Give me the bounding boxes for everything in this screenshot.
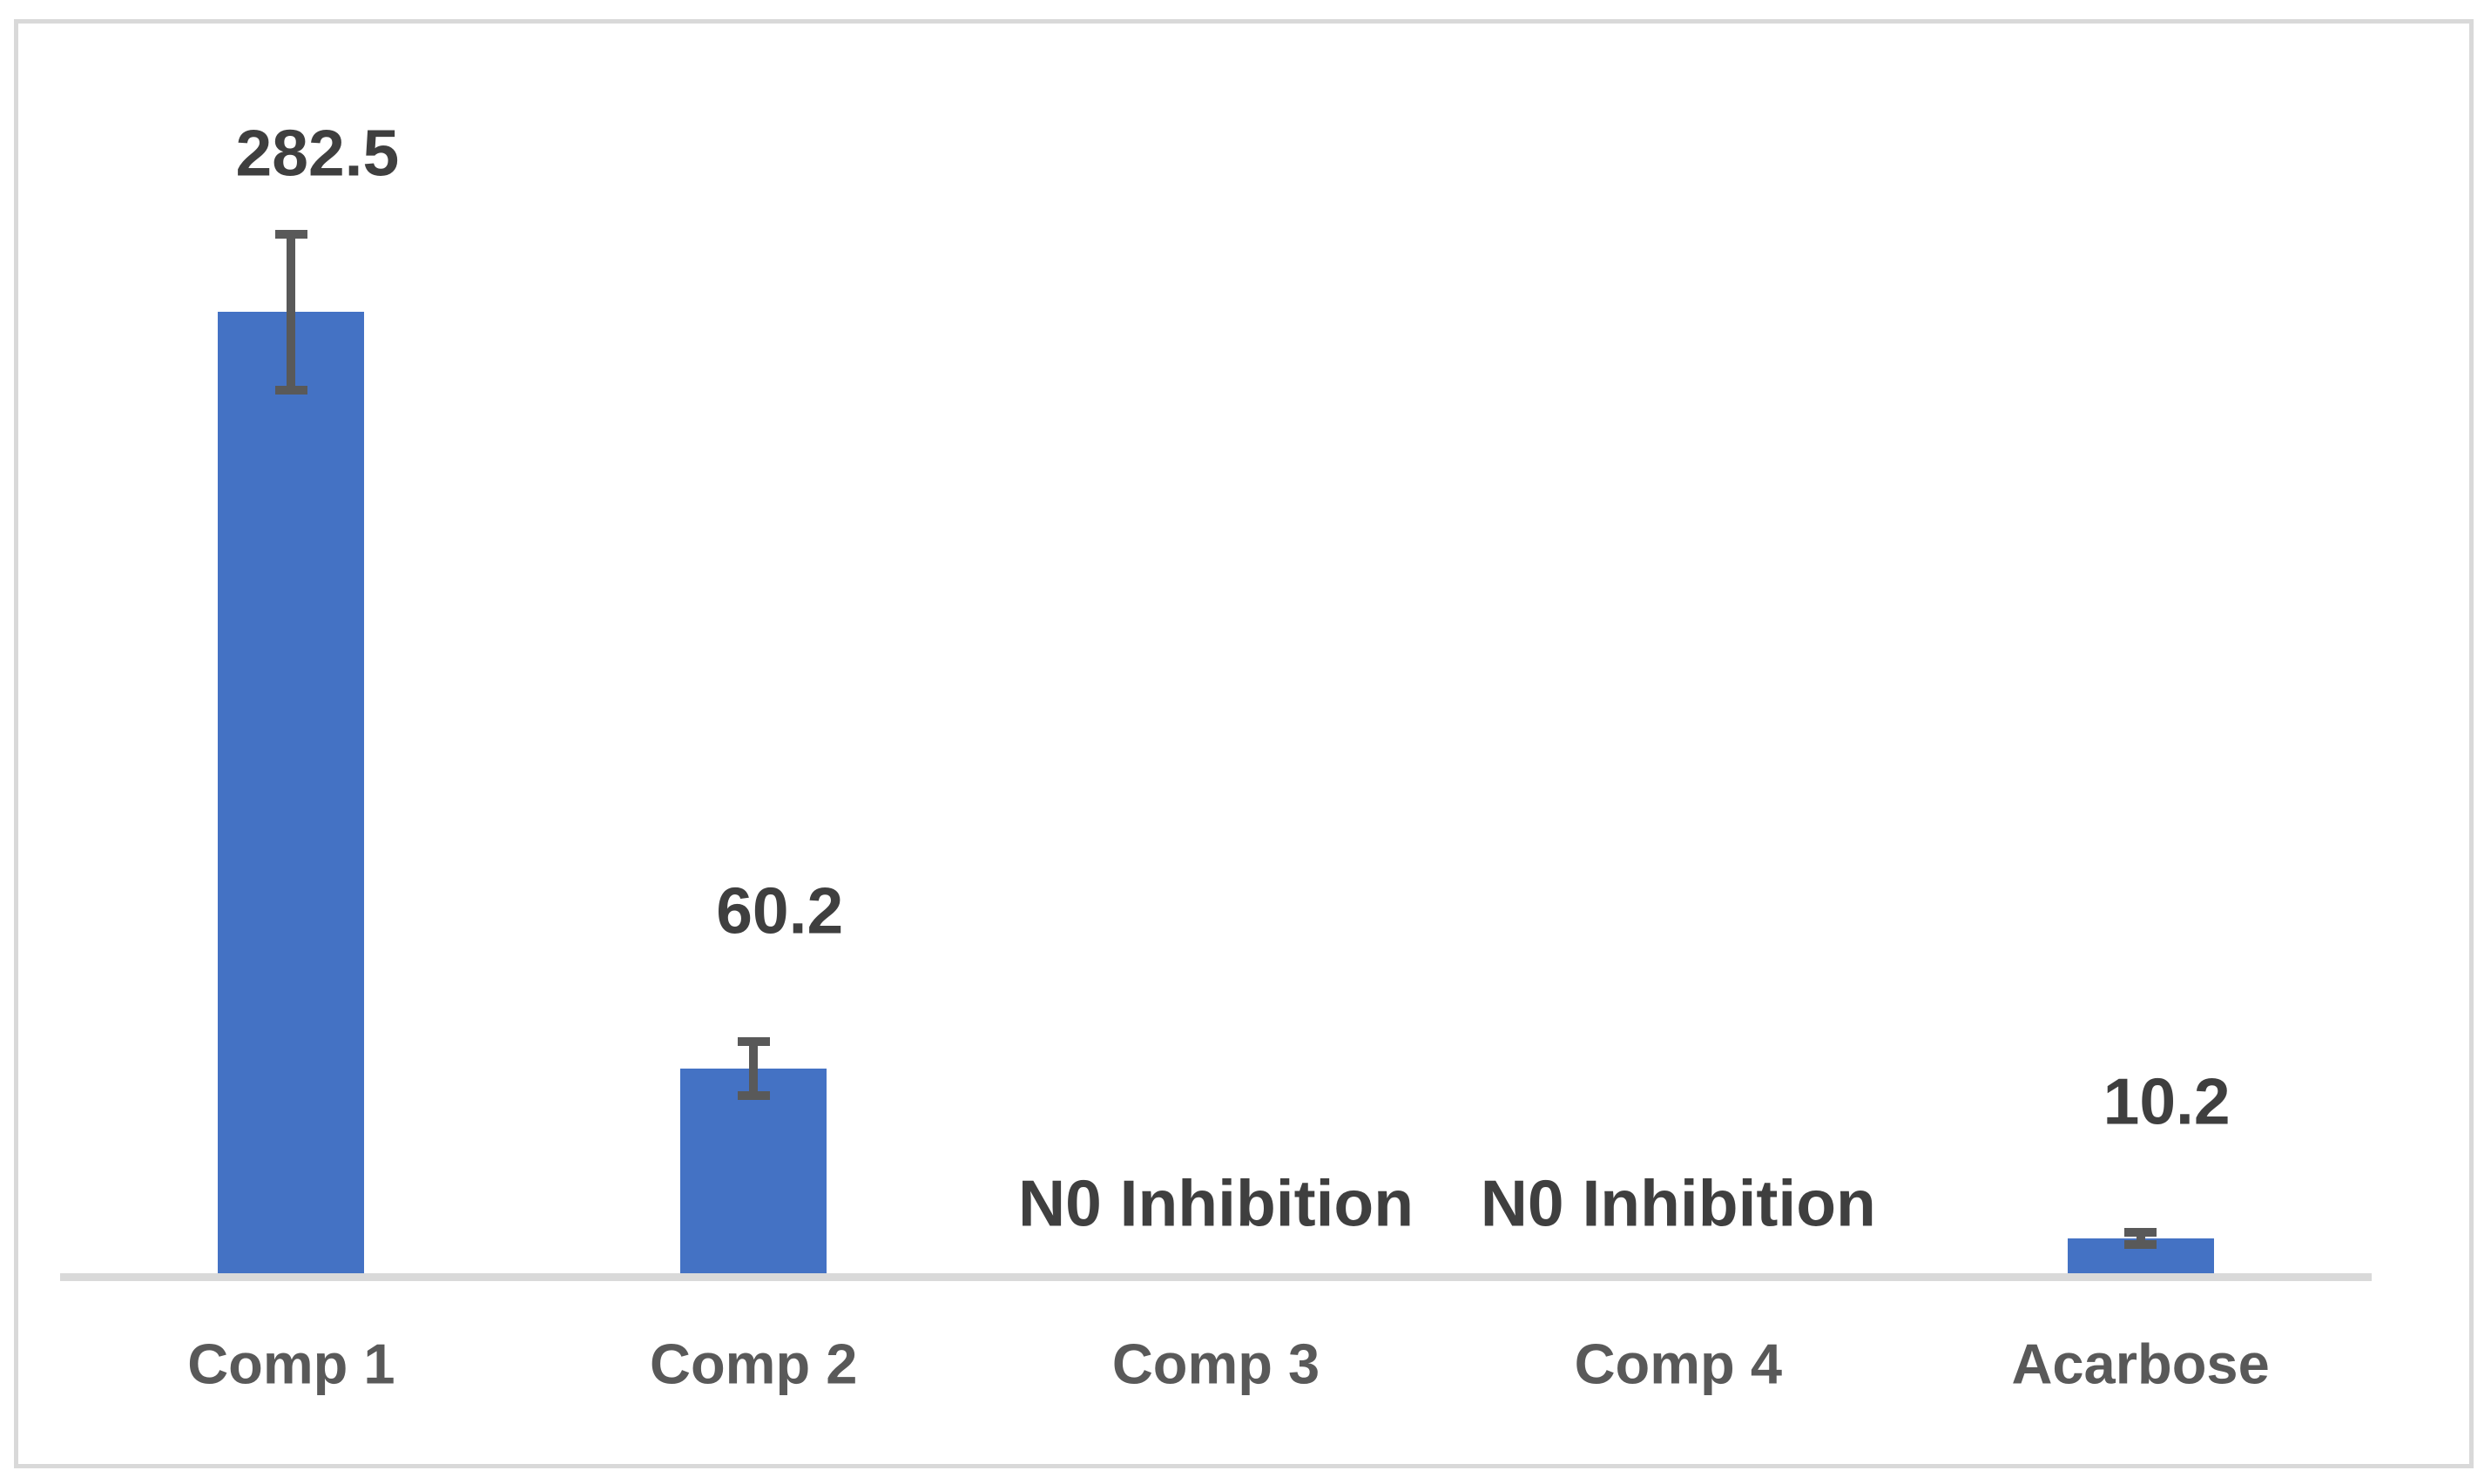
error-bar-cap-top	[274, 229, 307, 239]
x-axis-line	[60, 1273, 2372, 1281]
no-inhibition-label: N0 Inhibition	[1480, 1166, 1876, 1240]
bar	[680, 1068, 827, 1273]
error-bar-line	[2136, 1232, 2145, 1245]
chart-frame	[14, 19, 2474, 1468]
error-bar-cap-bottom	[737, 1091, 770, 1101]
error-bar-cap-top	[2124, 1228, 2157, 1238]
bar-value-label: 10.2	[2103, 1064, 2231, 1138]
category-label: Acarbose	[2011, 1332, 2270, 1396]
no-inhibition-label: N0 Inhibition	[1017, 1166, 1414, 1240]
bar-value-label: 60.2	[716, 874, 844, 948]
error-bar-line	[287, 233, 296, 391]
error-bar-cap-bottom	[274, 386, 307, 395]
category-label: Comp 2	[650, 1332, 858, 1396]
category-label: Comp 1	[187, 1332, 395, 1396]
bar	[218, 312, 365, 1273]
error-bar-cap-top	[737, 1036, 770, 1046]
category-label: Comp 3	[1111, 1332, 1320, 1396]
category-label: Comp 4	[1574, 1332, 1782, 1396]
error-bar-cap-bottom	[2124, 1240, 2157, 1250]
error-bar-line	[749, 1041, 759, 1096]
bar-value-label: 282.5	[235, 116, 400, 190]
